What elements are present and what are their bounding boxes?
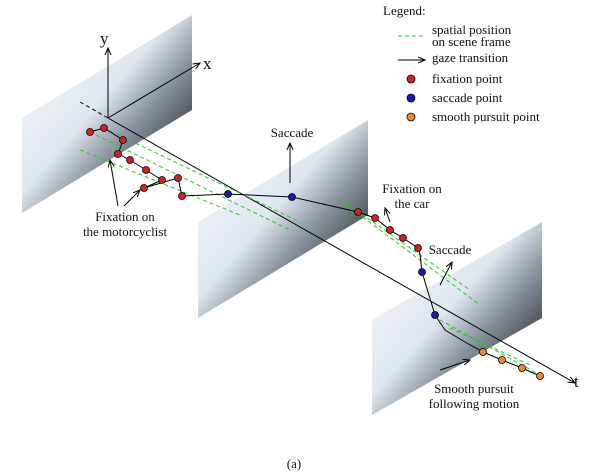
legend-swatch [407, 75, 415, 83]
annotation: the motorcyclist [83, 224, 168, 239]
annotation: the car [394, 196, 430, 211]
legend-swatch [407, 113, 415, 121]
annotation: Fixation on [95, 209, 155, 224]
scene-frame [198, 120, 368, 318]
annotation: following motion [429, 396, 520, 411]
legend-swatch [407, 94, 415, 102]
legend-label: gaze transition [432, 50, 509, 65]
caption: (a) [287, 456, 301, 471]
annotation: Smooth pursuit [434, 381, 514, 396]
annotation: Fixation on [382, 181, 442, 196]
axis-label: t [574, 372, 579, 391]
legend-label: fixation point [432, 71, 503, 86]
legend-title: Legend: [383, 3, 426, 18]
axis-label: x [203, 54, 212, 73]
annotation: Saccade [429, 242, 472, 257]
legend-label: on scene frame [432, 34, 511, 49]
legend-label: smooth pursuit point [432, 109, 540, 124]
legend-label: saccade point [432, 90, 503, 105]
axis-label: y [100, 29, 109, 48]
annotation: Saccade [271, 125, 314, 140]
figure: y x t Legend: spatial positionon scene f… [0, 0, 589, 476]
